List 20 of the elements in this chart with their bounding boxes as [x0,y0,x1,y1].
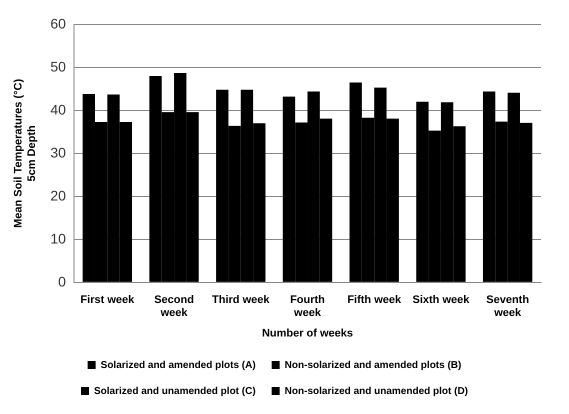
y-axis-title: Mean Soil Temperatures (°C) 5cm Depth [12,78,38,228]
y-tick-label: 40 [50,101,66,118]
x-tick-label: Fifth week [347,294,402,306]
x-tick-label: Third week [212,294,270,306]
y-tick-label: 60 [50,15,66,32]
y-tick-label: 20 [50,187,66,204]
x-tick-label: Second week [154,294,194,320]
x-tick-label: Sixth week [412,294,470,306]
y-tick-label: 30 [50,144,66,160]
x-tick-label: Fourth week [290,294,326,320]
legend-label: Solarized and amended plots (A) [100,360,256,371]
x-axis-title: Number of weeks [262,327,354,340]
legend-label: Non-solarized and unamended plot (D) [284,386,468,397]
legend-label: Non-solarized and amended plots (B) [284,360,462,371]
x-tick-label: Seventh week [486,294,530,320]
y-tick-label: 50 [50,58,66,74]
legend-label: Solarized and unamended plot (C) [94,386,256,397]
x-tick-label: First week [80,294,136,306]
y-tick-label: 10 [50,230,66,246]
y-tick-label: 0 [58,273,66,290]
